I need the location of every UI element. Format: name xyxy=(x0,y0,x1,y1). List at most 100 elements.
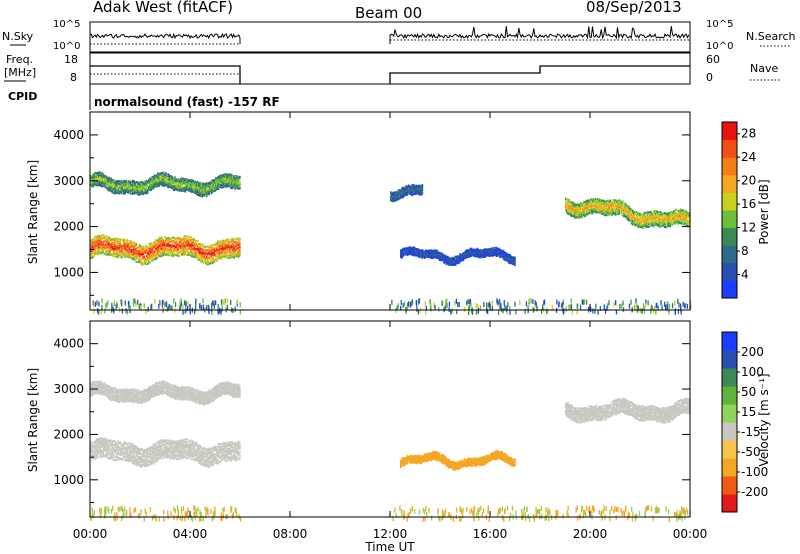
ground-scatter-cell xyxy=(164,302,166,307)
data-cell xyxy=(110,252,113,255)
data-cell xyxy=(165,172,167,175)
data-cell xyxy=(183,250,185,253)
data-cell xyxy=(132,243,134,246)
data-cell xyxy=(169,240,172,243)
ground-scatter-cell xyxy=(169,305,171,310)
data-cell xyxy=(90,244,92,247)
data-cell xyxy=(158,250,160,253)
ground-scatter-cell xyxy=(642,303,645,309)
ground-scatter-cell xyxy=(213,303,215,309)
data-cell xyxy=(182,186,184,189)
data-cell xyxy=(215,177,217,180)
data-cell xyxy=(112,191,115,194)
data-cell xyxy=(226,184,229,187)
data-cell xyxy=(171,241,174,244)
data-cell xyxy=(415,192,418,195)
data-cell xyxy=(96,180,99,183)
data-cell xyxy=(418,253,420,256)
data-cell xyxy=(134,242,137,245)
data-cell xyxy=(143,188,146,191)
data-cell xyxy=(150,256,152,259)
data-cell xyxy=(151,258,154,261)
data-cell xyxy=(665,224,667,227)
data-cell xyxy=(145,255,148,258)
data-cell xyxy=(223,239,225,242)
data-cell xyxy=(223,175,225,178)
data-cell xyxy=(216,186,218,189)
data-cell xyxy=(403,248,406,251)
data-cell xyxy=(223,247,225,250)
data-cell xyxy=(96,173,99,176)
data-cell xyxy=(133,185,135,188)
data-cell xyxy=(98,246,100,249)
data-cell xyxy=(98,182,100,185)
data-cell xyxy=(221,246,224,249)
data-cell xyxy=(209,182,212,185)
data-cell xyxy=(193,184,196,187)
data-cell xyxy=(412,249,415,252)
data-cell xyxy=(91,240,93,243)
data-cell xyxy=(205,195,208,198)
data-cell xyxy=(168,249,171,252)
ground-scatter-cell xyxy=(650,308,652,314)
data-cell xyxy=(158,254,160,257)
data-cell xyxy=(410,192,412,195)
data-cell xyxy=(229,256,232,259)
data-cell xyxy=(179,178,182,181)
data-cell xyxy=(201,243,204,246)
data-cell xyxy=(155,244,158,247)
ground-scatter-cell xyxy=(215,300,217,306)
data-cell xyxy=(138,258,141,261)
data-cell xyxy=(212,243,215,246)
data-cell xyxy=(126,255,129,258)
data-cell xyxy=(170,186,173,189)
data-cell xyxy=(120,179,123,182)
data-cell xyxy=(142,251,145,254)
data-cell xyxy=(400,254,402,257)
data-cell xyxy=(201,248,204,251)
data-cell xyxy=(228,178,231,181)
data-cell xyxy=(211,185,214,188)
data-cell xyxy=(103,175,106,178)
data-cell xyxy=(207,249,209,252)
data-cell xyxy=(149,249,151,252)
data-cell xyxy=(229,250,232,253)
data-cell xyxy=(102,173,105,176)
ground-scatter-cell xyxy=(434,305,436,311)
data-cell xyxy=(96,251,99,254)
data-cell xyxy=(219,256,222,259)
data-cell xyxy=(393,194,396,197)
data-cell xyxy=(226,246,229,249)
data-cell xyxy=(127,248,130,251)
ground-scatter-cell xyxy=(514,301,516,307)
data-cell xyxy=(184,190,187,193)
ground-scatter-cell xyxy=(556,299,558,305)
data-cell xyxy=(104,182,107,185)
data-cell xyxy=(192,185,195,188)
data-cell xyxy=(414,248,417,251)
data-cell xyxy=(185,244,188,247)
ground-scatter-cell xyxy=(644,308,646,314)
data-cell xyxy=(141,249,143,252)
meta-panel: N.Sky Freq. [MHz] CPID 10^5 10^0 18 8 10… xyxy=(2,19,796,110)
data-cell xyxy=(225,239,227,242)
data-cell xyxy=(224,241,226,244)
data-cell xyxy=(220,177,223,180)
data-cell xyxy=(171,253,174,256)
data-cell xyxy=(400,193,402,196)
data-cell xyxy=(155,181,158,184)
data-cell xyxy=(149,247,151,250)
data-cell xyxy=(210,185,213,188)
data-cell xyxy=(161,254,164,257)
data-cell xyxy=(151,178,154,181)
data-cell xyxy=(126,242,129,245)
ground-scatter-cell xyxy=(113,308,115,314)
data-cell xyxy=(152,179,155,182)
data-cell xyxy=(227,173,230,176)
data-cell xyxy=(110,179,113,182)
data-cell xyxy=(120,251,123,254)
ground-scatter-cell xyxy=(113,300,115,306)
data-cell xyxy=(175,184,177,187)
data-cell xyxy=(228,245,231,248)
cpid-text: normalsound (fast) -157 RF xyxy=(94,95,280,109)
